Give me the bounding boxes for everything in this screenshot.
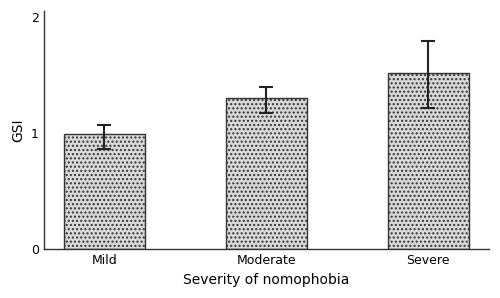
Bar [388,73,468,249]
Bar [226,98,306,249]
X-axis label: Severity of nomophobia: Severity of nomophobia [183,273,350,287]
Bar [64,134,144,249]
Y-axis label: GSI: GSI [11,119,25,142]
